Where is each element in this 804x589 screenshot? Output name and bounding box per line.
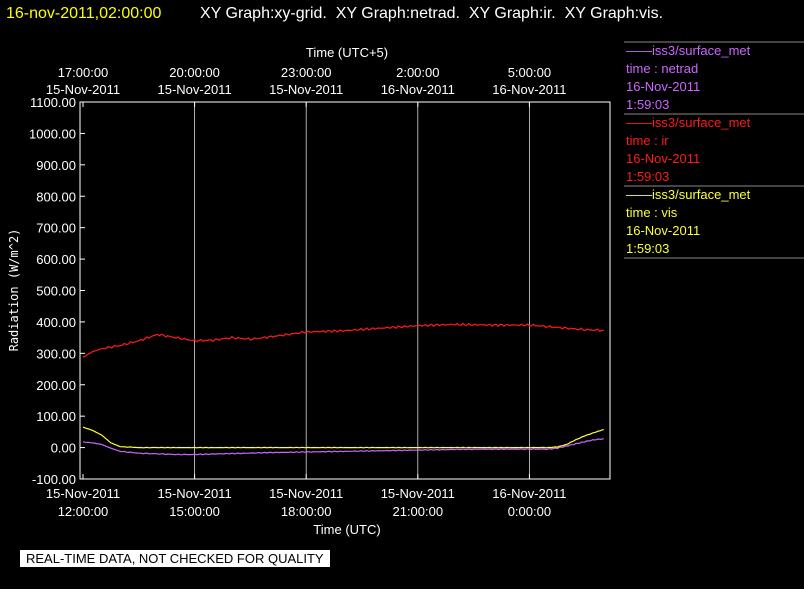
- legend-text: 1:59:03: [626, 169, 669, 184]
- legend-text: time : ir: [626, 133, 669, 148]
- series-line-ir: [82, 322, 604, 358]
- y-tick-label: 1000.00: [29, 126, 76, 141]
- legend-text: 16-Nov-2011: [626, 79, 700, 94]
- x-axis-title: Time (UTC): [313, 522, 380, 537]
- top-axis-title-group: Time (UTC+5): [306, 45, 388, 60]
- header-timestamp: 16-nov-2011,02:00:00: [6, 5, 161, 22]
- top-x-tick-date: 16-Nov-2011: [381, 82, 455, 97]
- top-x-tick-time: 2:00:00: [396, 65, 439, 80]
- y-tick-label: -100.00: [32, 472, 76, 487]
- legend-text: 1:59:03: [626, 241, 669, 256]
- y-tick-label: 900.00: [36, 158, 76, 173]
- legend-text: 16-Nov-2011: [626, 223, 700, 238]
- x-tick-date: 15-Nov-2011: [46, 486, 120, 501]
- plot-frame: [79, 101, 611, 480]
- top-x-tick-date: 15-Nov-2011: [157, 82, 231, 97]
- series-line-vis: [82, 426, 604, 449]
- y-axis-title: Radiation (W/m^2): [7, 229, 21, 352]
- series-line-netrad: [82, 438, 604, 456]
- x-tick-time: 0:00:00: [508, 504, 551, 519]
- quality-warning-banner: REAL-TIME DATA, NOT CHECKED FOR QUALITY: [20, 550, 330, 567]
- legend-text: ——iss3/surface_met: [626, 43, 751, 58]
- top-x-tick-time: 20:00:00: [169, 65, 220, 80]
- top-x-axis: 17:00:00 15-Nov-2011 20:00:00 15-Nov-2011 23…: [46, 65, 567, 107]
- y-tick-label: 500.00: [36, 284, 76, 299]
- x-tick-time: 21:00:00: [392, 504, 443, 519]
- x-tick-date: 15-Nov-2011: [269, 486, 343, 501]
- y-tick-label: 600.00: [36, 252, 76, 267]
- legend-text: time : netrad: [626, 61, 698, 76]
- legend-text: ——iss3/surface_met: [626, 187, 751, 202]
- y-axis: -100.00 0.00 100.00 200.00 300.00 400.00 500.0…: [29, 95, 85, 487]
- x-axis: 15-Nov-2011 12:00:00 15-Nov-2011 15:00:00 15…: [46, 474, 567, 519]
- top-x-tick-time: 17:00:00: [58, 65, 109, 80]
- x-tick-date: 16-Nov-2011: [492, 486, 566, 501]
- y-tick-label: 300.00: [36, 346, 76, 361]
- legend-text: 16-Nov-2011: [626, 151, 700, 166]
- legend-text: 1:59:03: [626, 97, 669, 112]
- x-tick-time: 12:00:00: [58, 504, 109, 519]
- top-x-tick-time: 5:00:00: [508, 65, 551, 80]
- grid-layer: [194, 102, 530, 479]
- top-x-tick-date: 15-Nov-2011: [46, 82, 120, 97]
- y-tick-label: 100.00: [36, 409, 76, 424]
- x-tick-date: 15-Nov-2011: [157, 486, 231, 501]
- legend-text: time : vis: [626, 205, 678, 220]
- series-layer: [82, 322, 604, 456]
- y-tick-label: 400.00: [36, 315, 76, 330]
- x-tick-time: 15:00:00: [169, 504, 220, 519]
- top-x-tick-time: 23:00:00: [281, 65, 332, 80]
- y-tick-label: 800.00: [36, 189, 76, 204]
- x-tick-time: 18:00:00: [281, 504, 332, 519]
- header-graph-list: XY Graph:xy-grid. XY Graph:netrad. XY Gr…: [200, 5, 663, 22]
- y-tick-label: 200.00: [36, 378, 76, 393]
- x-tick-date: 15-Nov-2011: [381, 486, 455, 501]
- top-axis-title: Time (UTC+5): [306, 45, 388, 60]
- y-tick-label: 1100.00: [30, 95, 76, 110]
- legend-text: ——iss3/surface_met: [626, 115, 751, 130]
- top-x-tick-date: 15-Nov-2011: [269, 82, 343, 97]
- y-tick-label: 700.00: [36, 221, 76, 236]
- y-tick-label: 0.00: [51, 441, 76, 456]
- top-x-tick-date: 16-Nov-2011: [492, 82, 566, 97]
